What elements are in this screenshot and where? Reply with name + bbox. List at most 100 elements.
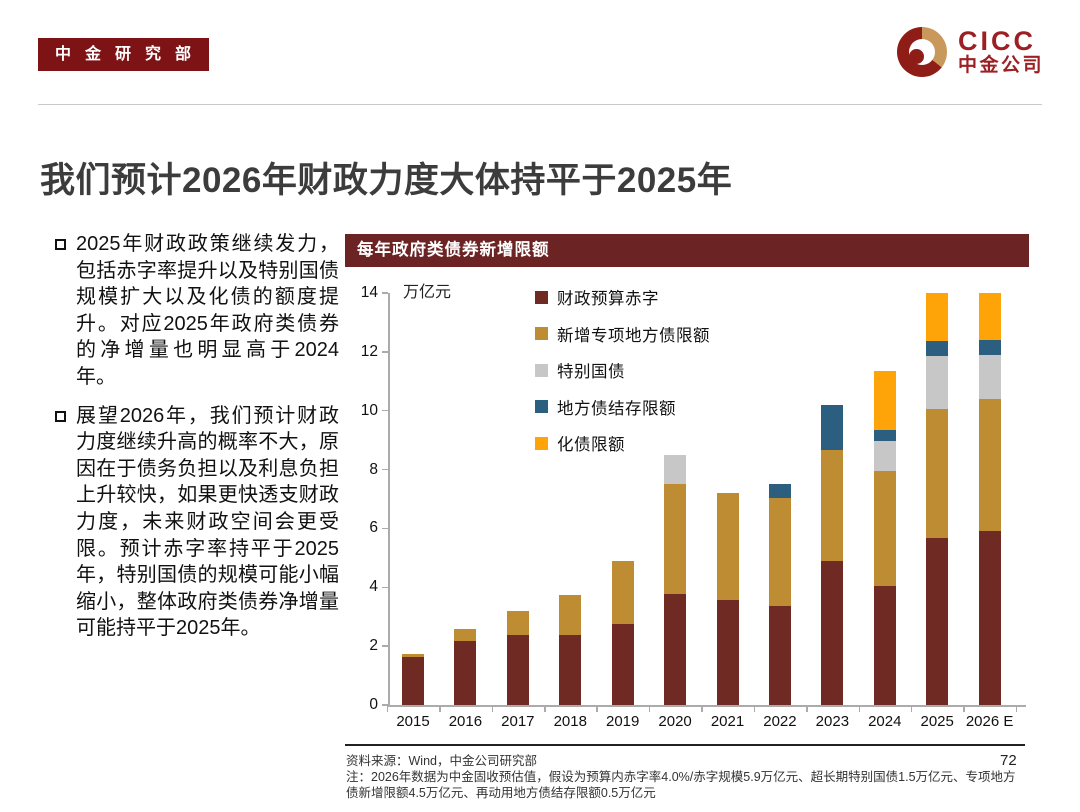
bar-segment	[978, 531, 1001, 705]
legend-item: 化债限额	[535, 425, 710, 462]
x-axis-tick	[491, 706, 494, 712]
bar-segment	[926, 355, 949, 409]
x-tick-label: 2024	[868, 713, 902, 730]
y-tick-label: 2	[369, 637, 378, 655]
y-axis-tick	[382, 409, 388, 412]
chart-title-bar: 每年政府类债券新增限额	[345, 234, 1029, 267]
bar-segment	[611, 560, 634, 624]
logo-text: CICC 中金公司	[957, 25, 1044, 77]
y-axis-tick	[382, 351, 388, 353]
y-axis-tick	[382, 586, 388, 589]
bar-segment	[402, 654, 424, 658]
chart-panel: 每年政府类债券新增限额 万亿元 财政预算赤字 新增专项地方债限额 特别国债 地方债结存…	[345, 234, 1029, 739]
bar-segment	[454, 629, 477, 641]
x-axis-tick	[806, 706, 808, 712]
legend-label: 新增专项地方债限额	[557, 326, 710, 345]
bar-segment	[611, 623, 634, 705]
bar-segment	[768, 483, 791, 499]
y-tick-label: 4	[369, 578, 378, 596]
bar-segment	[664, 483, 687, 595]
x-axis-tick	[910, 706, 913, 712]
bar-segment	[926, 341, 949, 356]
bar-segment	[821, 405, 844, 450]
bar-segment	[559, 634, 582, 705]
x-tick-label: 2019	[605, 713, 640, 730]
y-axis-tick	[382, 704, 388, 706]
bar-segment	[978, 398, 1001, 532]
chart-legend: 财政预算赤字 新增专项地方债限额 特别国债 地方债结存限额 化债限额	[535, 279, 710, 462]
bar-segment	[768, 605, 791, 705]
legend-label: 特别国债	[557, 363, 625, 382]
legend-swatch-icon	[535, 290, 548, 304]
bar-segment	[402, 657, 424, 705]
legend-label: 地方债结存限额	[557, 399, 676, 418]
cicc-logo-icon	[896, 27, 947, 77]
x-tick-label: 2025	[920, 713, 954, 730]
page-title: 我们预计2026年财政力度大体持平于2025年	[40, 161, 733, 200]
bar-segment	[821, 561, 844, 705]
y-tick-label: 8	[369, 460, 378, 478]
bullet-square-icon	[55, 410, 66, 422]
x-axis-tick	[648, 706, 651, 712]
footer-divider	[345, 744, 1025, 746]
y-axis-tick	[382, 468, 388, 471]
logo-chinese-label: 中金公司	[957, 54, 1044, 76]
x-tick-label: 2018	[553, 713, 587, 730]
bar-segment	[821, 449, 844, 562]
y-tick-label: 6	[369, 519, 378, 537]
bullet-item: 2025年财政政策继续发力，包括赤字率提升以及特别国债规模扩大以及化债的额度提升…	[55, 231, 339, 391]
y-axis-tick	[382, 645, 388, 647]
bar-segment	[978, 354, 1001, 399]
legend-item: 特别国债	[535, 352, 710, 389]
bullet-list: 2025年财政政策继续发力，包括赤字率提升以及特别国债规模扩大以及化债的额度提升…	[55, 231, 339, 654]
legend-swatch-icon	[535, 327, 548, 341]
x-axis-tick	[858, 706, 861, 712]
x-axis-line	[388, 705, 1026, 707]
legend-label: 化债限额	[557, 436, 625, 455]
cicc-logo: CICC 中金公司	[896, 25, 1044, 77]
research-dept-badge: 中金研究部	[38, 38, 210, 71]
x-axis-tick	[596, 706, 598, 712]
bar-segment	[978, 340, 1001, 355]
legend-item: 地方债结存限额	[535, 389, 710, 426]
y-tick-label: 14	[360, 284, 378, 301]
source-note: 资料来源：Wind，中金公司研究部	[346, 754, 537, 768]
bar-segment	[873, 370, 896, 430]
legend-item: 新增专项地方债限额	[535, 316, 710, 353]
bullet-text: 展望2026年，我们预计财政力度继续升高的概率不大，原因在于债务负担以及利息负担…	[76, 404, 339, 640]
x-tick-label: 2022	[763, 713, 797, 730]
header-divider	[38, 104, 1042, 105]
x-axis-tick	[544, 706, 546, 712]
bar-segment	[559, 595, 582, 635]
logo-inner-dot	[908, 49, 924, 64]
bar-segment	[873, 441, 896, 471]
bar-segment	[664, 454, 687, 484]
bar-segment	[926, 538, 949, 705]
bar-segment	[873, 429, 896, 442]
x-tick-label: 2016	[448, 713, 483, 730]
y-axis-tick	[382, 527, 388, 530]
x-tick-label: 2021	[710, 713, 745, 730]
y-tick-label: 12	[360, 342, 378, 360]
x-axis-tick	[963, 706, 965, 712]
bullet-item: 展望2026年，我们预计财政力度继续升高的概率不大，原因在于债务负担以及利息负担…	[55, 403, 339, 642]
y-tick-label: 0	[369, 696, 378, 713]
bar-segment	[506, 611, 529, 635]
bullet-square-icon	[55, 239, 66, 250]
x-tick-label: 2026 E	[965, 713, 1014, 730]
x-axis-tick	[386, 706, 389, 712]
page-number: 72	[1000, 752, 1017, 769]
bar-segment	[716, 599, 739, 705]
legend-swatch-icon	[535, 436, 548, 450]
bar-segment	[506, 634, 529, 705]
bar-segment	[873, 470, 896, 586]
x-tick-label: 2023	[815, 713, 850, 730]
bar-segment	[978, 293, 1001, 341]
bar-segment	[454, 640, 477, 705]
x-tick-label: 2017	[501, 713, 535, 730]
y-axis-line	[388, 293, 390, 706]
bar-segment	[926, 293, 949, 342]
logo-cicc-label: CICC	[957, 25, 1036, 56]
bar-segment	[716, 492, 739, 600]
